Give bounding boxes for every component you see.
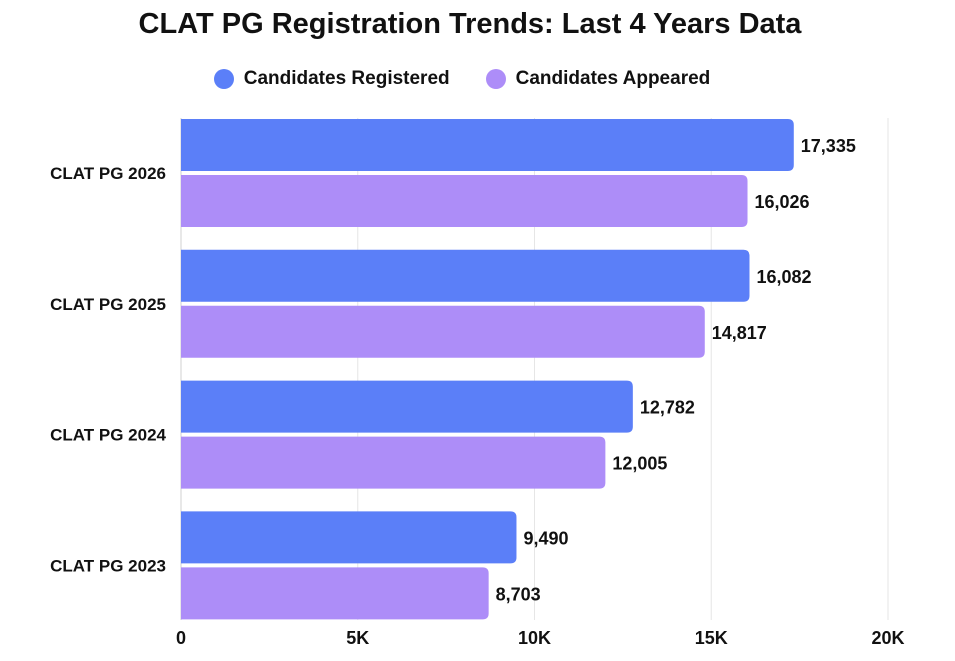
value-label-registered-2: 12,782 [640,398,695,418]
category-label-2: CLAT PG 2024 [50,426,166,445]
bar-registered-0 [181,119,794,171]
legend: Candidates Registered Candidates Appeare… [0,68,924,90]
legend-swatch-appeared [485,69,506,89]
bar-registered-1 [181,249,750,302]
x-tick-label-0: 0 [176,628,186,648]
bar-registered-2 [181,380,633,433]
value-label-appeared-2: 12,005 [612,454,667,474]
legend-item-appeared: Candidates Appeared [485,68,711,90]
bar-appeared-0 [181,175,748,227]
value-label-registered-3: 9,490 [523,528,568,548]
legend-item-registered: Candidates Registered [213,68,450,90]
x-tick-label-4: 20K [871,628,904,648]
value-label-appeared-0: 16,026 [755,192,810,212]
x-tick-label-1: 5K [346,628,369,648]
bar-appeared-1 [181,305,705,358]
bar-appeared-2 [181,436,606,489]
value-label-appeared-1: 14,817 [712,323,767,343]
category-label-0: CLAT PG 2026 [50,164,166,183]
value-label-registered-1: 16,082 [756,267,811,287]
x-tick-label-3: 15K [695,628,728,648]
value-label-appeared-3: 8,703 [496,584,541,604]
category-label-3: CLAT PG 2023 [50,556,166,575]
legend-label-registered: Candidates Registered [243,68,450,89]
category-label-1: CLAT PG 2025 [50,295,166,314]
bar-appeared-3 [181,567,489,620]
legend-swatch-registered [213,69,234,89]
value-label-registered-0: 17,335 [801,136,856,156]
bar-registered-3 [181,511,517,564]
legend-label-appeared: Candidates Appeared [515,68,711,89]
x-tick-label-2: 10K [518,628,551,648]
chart-title: CLAT PG Registration Trends: Last 4 Year… [138,8,802,40]
